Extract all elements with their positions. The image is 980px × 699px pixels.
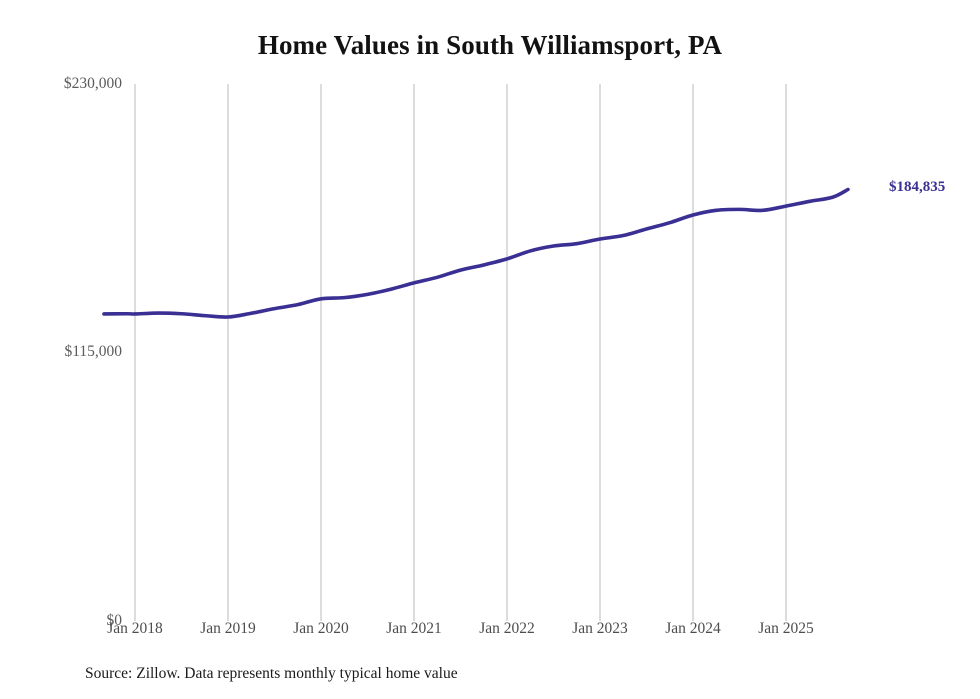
x-axis-tick-jan-2020: Jan 2020	[293, 620, 349, 637]
x-axis-tick-jan-2018: Jan 2018	[107, 620, 163, 637]
series-end-value-label: $184,835	[889, 179, 946, 196]
x-axis-tick-jan-2021: Jan 2021	[386, 620, 442, 637]
y-axis-tick-115000: $115,000	[64, 343, 122, 360]
x-axis-tick-jan-2019: Jan 2019	[200, 620, 256, 637]
series-line-0	[102, 187, 850, 319]
x-axis-tick-jan-2025: Jan 2025	[758, 620, 814, 637]
x-axis-tick-jan-2024: Jan 2024	[665, 620, 721, 637]
gridlines	[134, 84, 787, 621]
source-note: Source: Zillow. Data represents monthly …	[85, 665, 458, 682]
x-axis-tick-jan-2022: Jan 2022	[479, 620, 535, 637]
chart-title: Home Values in South Williamsport, PA	[257, 30, 723, 60]
y-axis-tick-230000: $230,000	[63, 75, 122, 92]
x-axis-tick-jan-2023: Jan 2023	[572, 620, 628, 637]
y-axis-tick-0: $0	[106, 612, 123, 629]
series-lines	[102, 187, 850, 319]
